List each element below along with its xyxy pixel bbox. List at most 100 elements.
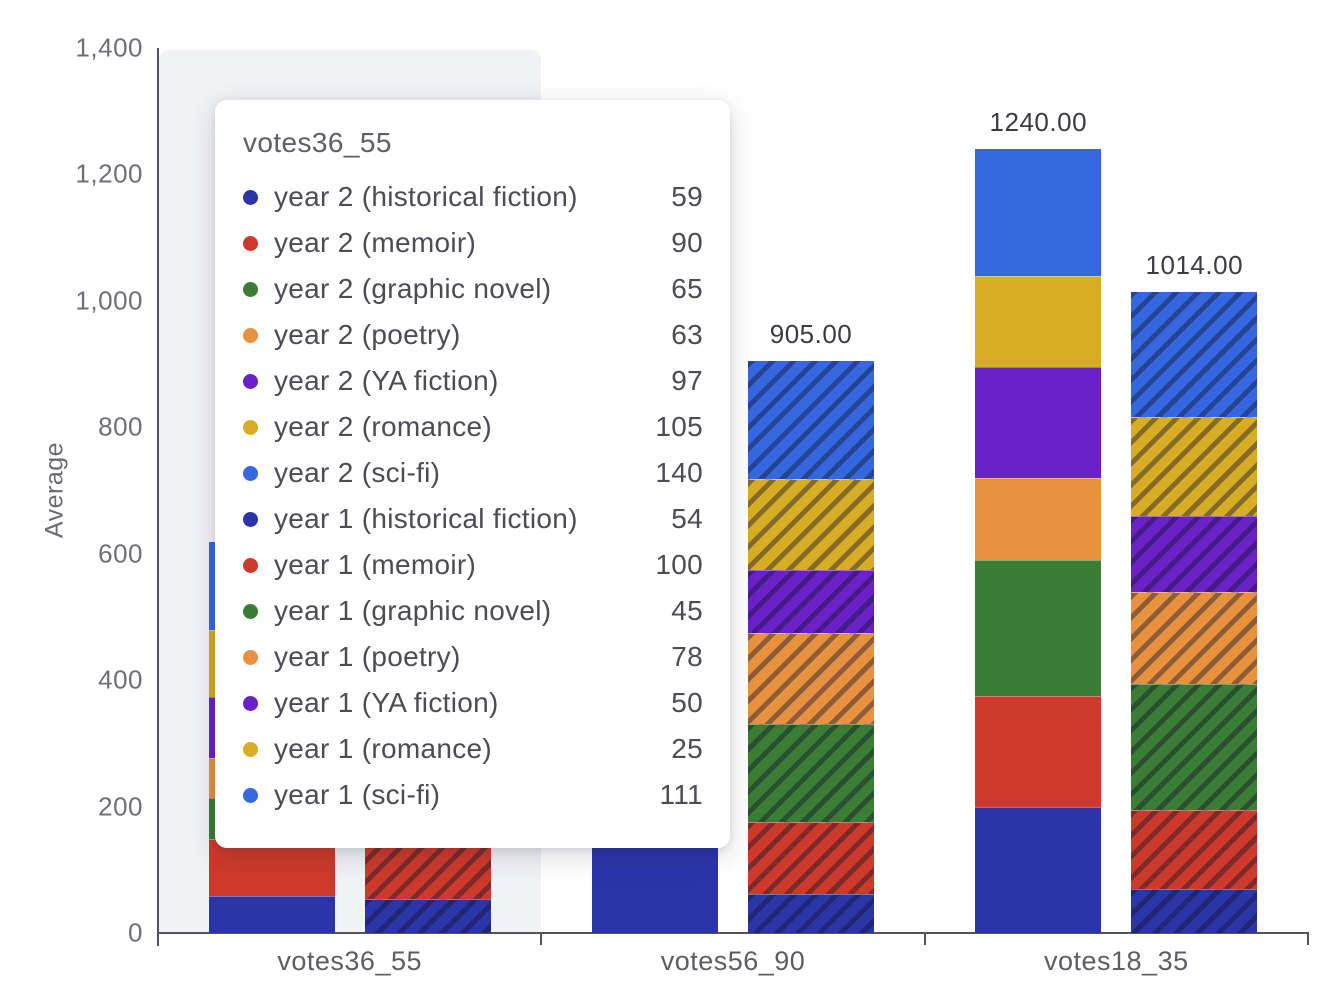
- bar-segment-sci-fi[interactable]: [748, 360, 874, 479]
- bar-segment-poetry[interactable]: [1131, 592, 1258, 684]
- tooltip-series-value: 63: [671, 319, 703, 350]
- bar-segment-historical-fiction[interactable]: [1131, 888, 1258, 933]
- bar-segment-historical-fiction[interactable]: [208, 895, 335, 933]
- bar-votes18_35-year2[interactable]: [975, 149, 1102, 933]
- y-axis-line: [157, 48, 159, 946]
- tooltip-series-label: year 1 (graphic novel): [274, 595, 552, 626]
- tooltip-series-value: 65: [671, 273, 703, 304]
- bar-segment-graphic-novel[interactable]: [975, 560, 1102, 696]
- series-color-dot-icon: [243, 327, 258, 343]
- y-axis-tick-label: 1,000: [75, 285, 143, 316]
- tooltip-series-label: year 2 (romance): [274, 411, 492, 442]
- bar-segment-memoir[interactable]: [1131, 810, 1258, 889]
- tooltip-series-value: 78: [671, 641, 703, 672]
- tooltip-series-label: year 1 (memoir): [274, 549, 477, 580]
- series-color-dot-icon: [243, 465, 258, 481]
- tooltip-series-value: 140: [655, 457, 703, 488]
- tooltip-series-value: 100: [655, 549, 703, 580]
- x-axis-tick: [923, 932, 926, 945]
- series-color-dot-icon: [243, 603, 258, 619]
- tooltip-row: year 2 (romance) 105: [241, 404, 703, 450]
- series-color-dot-icon: [243, 235, 258, 251]
- series-color-dot-icon: [243, 511, 258, 527]
- tooltip-series-label: year 1 (poetry): [274, 641, 461, 672]
- y-axis-tick-label: 600: [98, 538, 143, 569]
- tooltip-series-label: year 2 (poetry): [274, 319, 461, 350]
- tooltip: votes36_55 year 2 (historical fiction) 59…: [215, 100, 730, 848]
- series-color-dot-icon: [243, 373, 258, 389]
- bar-segment-romance[interactable]: [975, 275, 1102, 368]
- tooltip-series-label: year 1 (sci-fi): [274, 779, 441, 810]
- x-axis-category-label: votes56_90: [660, 946, 806, 976]
- bar-segment-graphic-novel[interactable]: [748, 724, 874, 823]
- bar-segment-YA-fiction[interactable]: [975, 367, 1102, 478]
- bar-segment-graphic-novel[interactable]: [1131, 683, 1258, 811]
- bar-segment-historical-fiction[interactable]: [592, 838, 718, 933]
- series-color-dot-icon: [243, 189, 258, 205]
- series-color-dot-icon: [243, 281, 258, 297]
- bar-segment-sci-fi[interactable]: [975, 149, 1102, 276]
- bar-segment-sci-fi[interactable]: [1131, 292, 1258, 417]
- tooltip-series-label: year 2 (memoir): [274, 227, 477, 258]
- y-axis-tick-label: 0: [128, 917, 143, 948]
- y-axis-tick-label: 800: [98, 411, 143, 442]
- tooltip-series-value: 45: [671, 595, 703, 626]
- tooltip-row: year 1 (sci-fi) 111: [241, 772, 703, 818]
- y-axis-tick-label: 1,200: [75, 158, 143, 189]
- bar-segment-YA-fiction[interactable]: [1131, 516, 1258, 593]
- bar-segment-historical-fiction[interactable]: [748, 893, 874, 933]
- series-color-dot-icon: [243, 787, 258, 803]
- series-color-dot-icon: [243, 741, 258, 757]
- tooltip-series-value: 90: [671, 227, 703, 258]
- tooltip-series-value: 105: [655, 411, 703, 442]
- tooltip-series-label: year 1 (historical fiction): [274, 503, 578, 534]
- tooltip-series-label: year 2 (historical fiction): [274, 181, 578, 212]
- bar-segment-historical-fiction[interactable]: [364, 898, 491, 933]
- y-axis-title: Average: [40, 441, 69, 539]
- x-axis-category-label: votes18_35: [1043, 946, 1189, 976]
- bar-total-label: 905.00: [769, 318, 853, 349]
- bar-segment-historical-fiction[interactable]: [975, 806, 1102, 933]
- tooltip-series-label: year 2 (YA fiction): [274, 365, 499, 396]
- x-axis-tick: [1307, 932, 1309, 945]
- x-axis-category-label: votes36_55: [277, 946, 422, 976]
- bar-votes18_35-year1[interactable]: [1131, 292, 1258, 933]
- tooltip-series-label: year 1 (romance): [274, 733, 492, 764]
- tooltip-series-label: year 1 (YA fiction): [274, 687, 499, 718]
- tooltip-row: year 2 (YA fiction) 97: [241, 358, 703, 404]
- tooltip-rows: year 2 (historical fiction) 59 year 2 (mem…: [241, 174, 703, 818]
- x-axis-line: [157, 932, 1309, 934]
- bar-segment-YA-fiction[interactable]: [748, 569, 874, 633]
- series-color-dot-icon: [243, 419, 258, 435]
- tooltip-row: year 1 (memoir) 100: [241, 542, 703, 588]
- bar-total-label: 1014.00: [1145, 250, 1244, 280]
- bar-segment-memoir[interactable]: [748, 822, 874, 894]
- bar-segment-poetry[interactable]: [975, 477, 1102, 561]
- tooltip-row: year 2 (poetry) 63: [241, 312, 703, 358]
- tooltip-row: year 1 (historical fiction) 54: [241, 496, 703, 542]
- bar-votes56_90-year1[interactable]: [748, 360, 874, 933]
- tooltip-series-value: 111: [659, 779, 703, 810]
- series-color-dot-icon: [243, 557, 258, 573]
- tooltip-title: votes36_55: [243, 127, 392, 158]
- y-axis-tick-label: 200: [98, 791, 143, 822]
- bar-total-label: 1240.00: [989, 107, 1088, 138]
- tooltip-row: year 2 (memoir) 90: [241, 220, 703, 266]
- tooltip-row: year 2 (historical fiction) 59: [241, 174, 703, 220]
- tooltip-row: year 1 (YA fiction) 50: [241, 680, 703, 726]
- bar-segment-memoir[interactable]: [975, 695, 1102, 807]
- bar-segment-romance[interactable]: [1131, 416, 1258, 517]
- tooltip-series-label: year 2 (graphic novel): [274, 273, 552, 304]
- tooltip-series-label: year 2 (sci-fi): [274, 457, 441, 488]
- tooltip-series-value: 50: [671, 687, 703, 718]
- tooltip-row: year 1 (graphic novel) 45: [241, 588, 703, 634]
- x-axis-tick: [540, 932, 543, 945]
- bar-segment-romance[interactable]: [748, 478, 874, 570]
- bar-segment-poetry[interactable]: [748, 632, 874, 725]
- tooltip-series-value: 59: [671, 181, 703, 212]
- tooltip-row: year 1 (poetry) 78: [241, 634, 703, 680]
- tooltip-series-value: 97: [671, 365, 703, 396]
- tooltip-series-value: 54: [671, 503, 703, 534]
- y-axis-tick-label: 1,400: [75, 32, 143, 63]
